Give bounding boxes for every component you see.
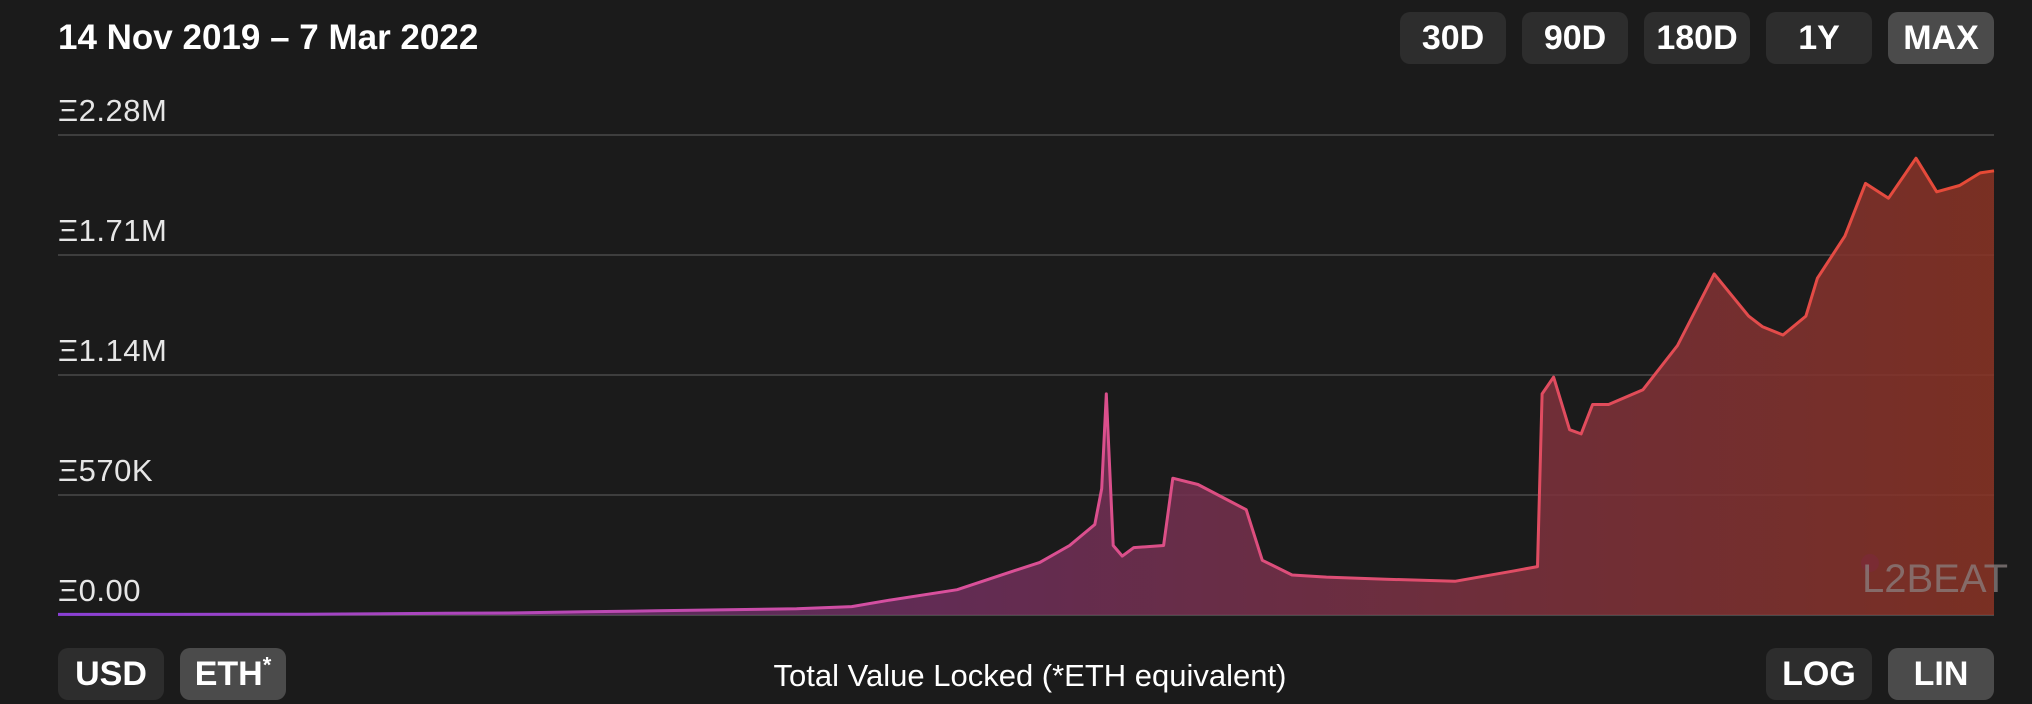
eth-label: ETH: [194, 655, 263, 693]
y-tick-label: Ξ1.14M: [58, 333, 168, 368]
range-max-button[interactable]: MAX: [1888, 12, 1994, 64]
y-tick-label: Ξ2.28M: [58, 93, 168, 128]
currency-eth-button[interactable]: ETH*: [180, 648, 286, 700]
scale-lin-button[interactable]: LIN: [1888, 648, 1994, 700]
tvl-series-line: [58, 156, 1995, 616]
range-180d-button[interactable]: 180D: [1644, 12, 1750, 64]
tvl-area-fill: [58, 158, 1994, 615]
y-tick-label: Ξ0.00: [58, 573, 141, 608]
range-1y-button[interactable]: 1Y: [1766, 12, 1872, 64]
eth-asterisk: *: [262, 652, 272, 678]
chart-caption: Total Value Locked (*ETH equivalent): [773, 658, 1287, 693]
currency-usd-button[interactable]: USD: [58, 648, 164, 700]
l2beat-watermark: L2BEAT: [1861, 554, 2008, 601]
scale-log-button[interactable]: LOG: [1766, 648, 1872, 700]
range-30d-button[interactable]: 30D: [1400, 12, 1506, 64]
date-range-title: 14 Nov 2019 – 7 Mar 2022: [58, 18, 479, 57]
range-90d-button[interactable]: 90D: [1522, 12, 1628, 64]
y-tick-label: Ξ570K: [58, 453, 154, 488]
y-tick-label: Ξ1.71M: [58, 213, 168, 248]
watermark-text: L2BEAT: [1862, 557, 2008, 601]
